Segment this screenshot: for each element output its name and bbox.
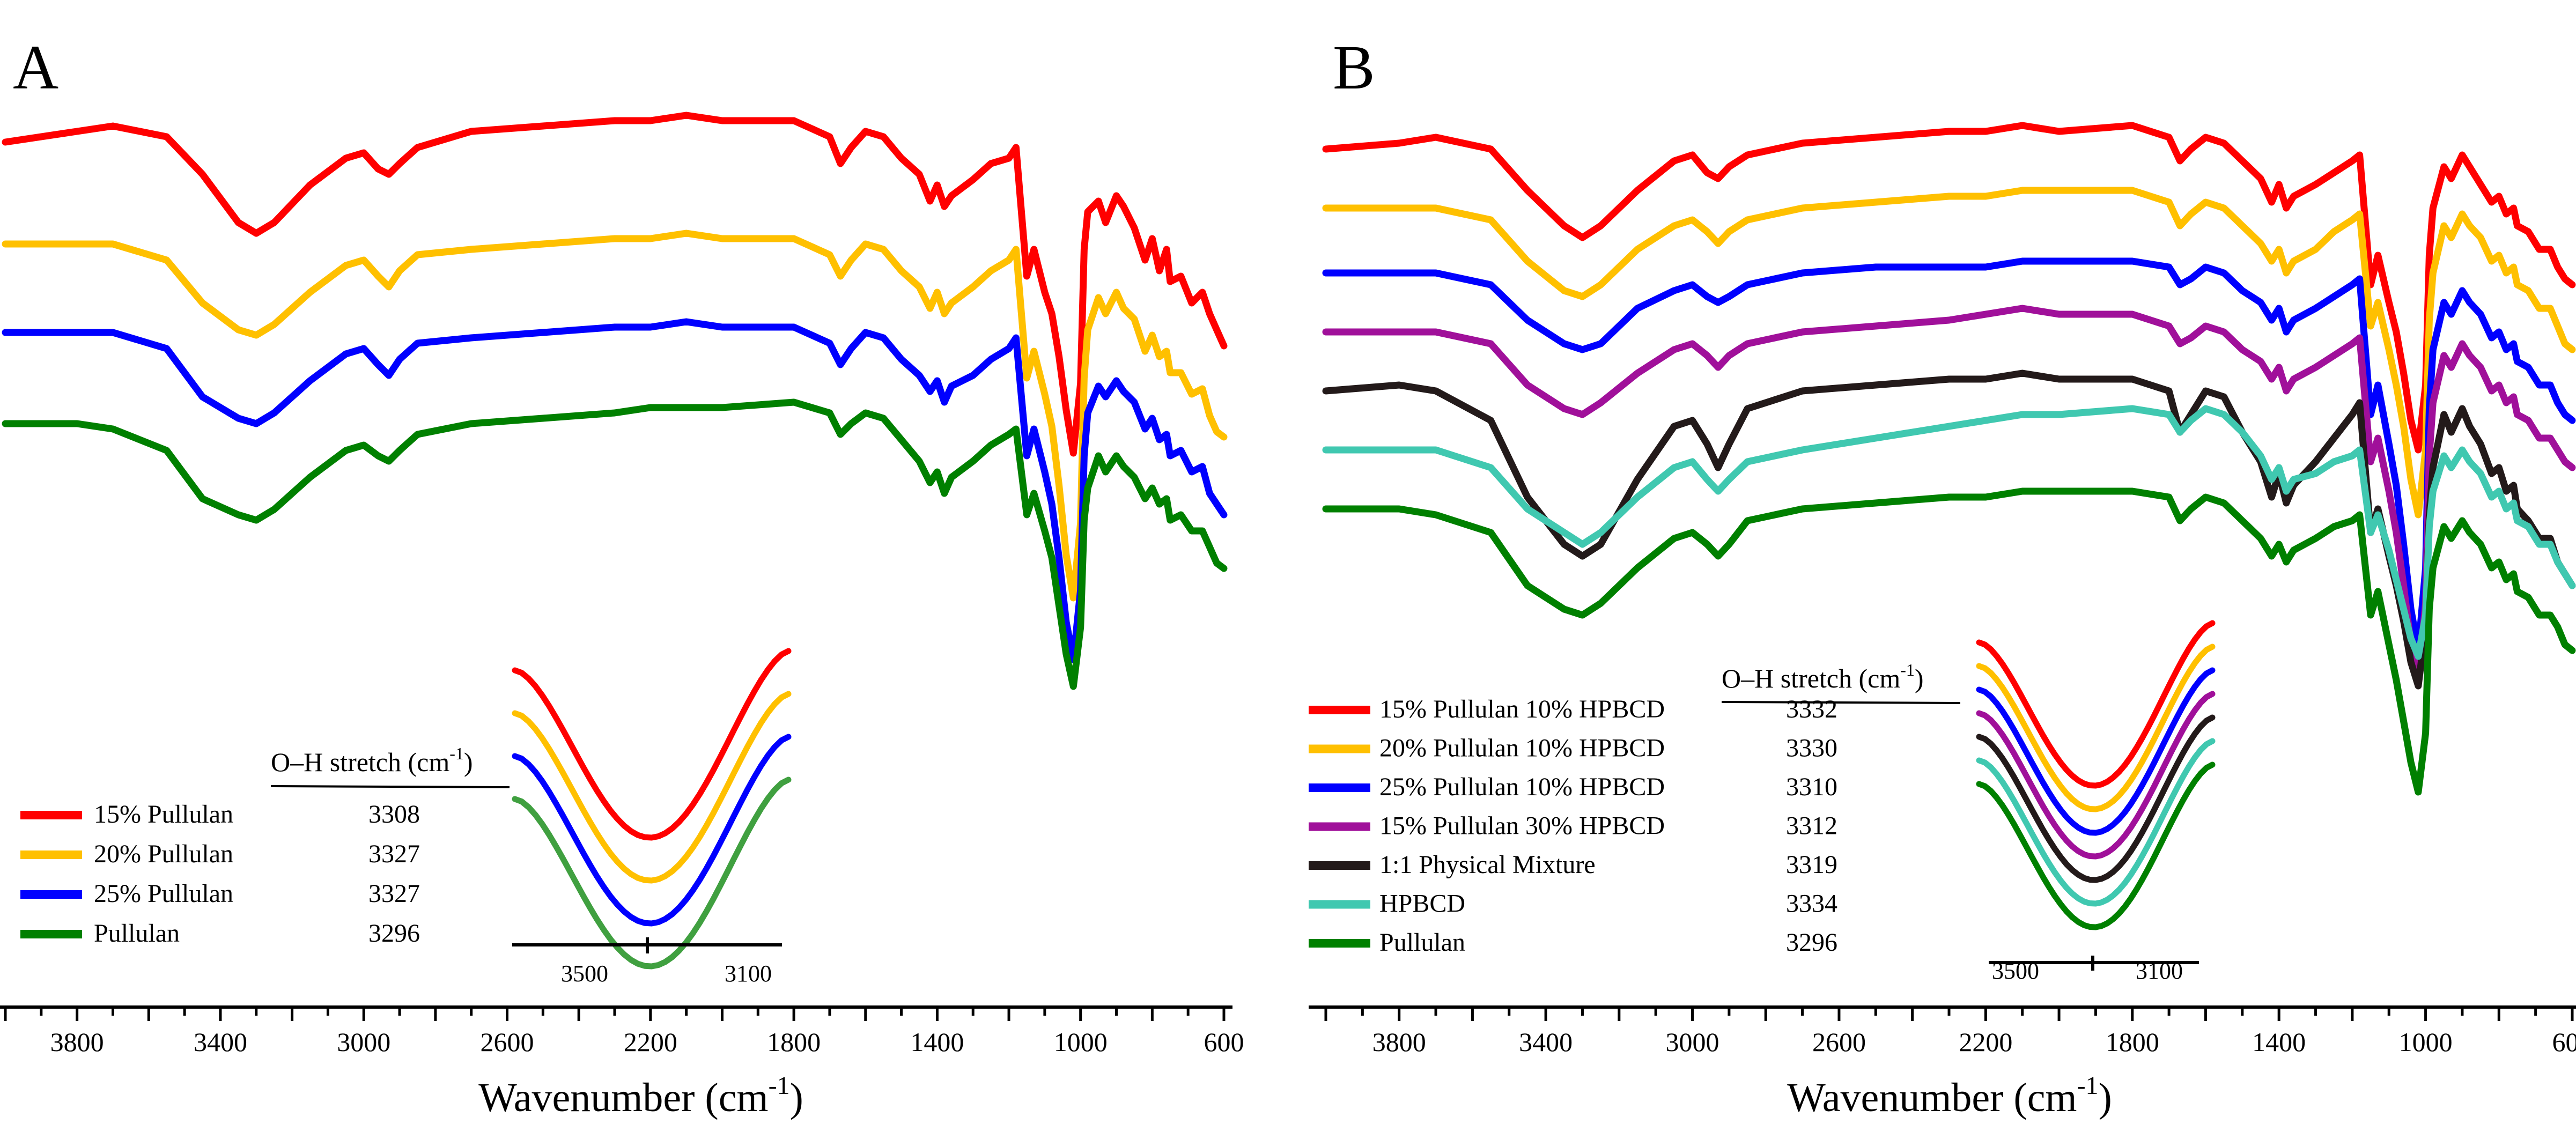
legend-b-header: O–H stretch (cm-1) xyxy=(1722,660,1924,693)
inset-series-line-3 xyxy=(512,734,792,927)
legend-oh-value: 3327 xyxy=(368,879,420,908)
legend-oh-value: 3332 xyxy=(1786,695,1837,723)
legend-a: O–H stretch (cm-1) 15% Pullulan 3308 20% P… xyxy=(20,744,510,948)
x-tick-label: 600 xyxy=(2552,1027,2576,1057)
series-line-4 xyxy=(1322,305,2576,684)
legend-label: 15% Pullulan xyxy=(94,800,233,829)
legend-oh-value: 3312 xyxy=(1786,812,1837,840)
inset-series-line-2 xyxy=(1976,644,2216,812)
legend-label: 25% Pullulan xyxy=(94,879,233,908)
legend-label: 15% Pullulan 10% HPBCD xyxy=(1379,695,1665,723)
spectra-a xyxy=(2,112,1228,690)
inset-tick-label: 3100 xyxy=(725,960,772,987)
x-tick-label: 3800 xyxy=(1372,1027,1426,1057)
legend-b: O–H stretch (cm-1) 15% Pullulan 10% HPBC… xyxy=(1309,660,1961,957)
legend-oh-value: 3327 xyxy=(368,840,420,868)
inset-series-line-4 xyxy=(512,776,792,970)
x-tick-label: 1800 xyxy=(2106,1027,2159,1057)
inset-series-line-2 xyxy=(512,691,792,884)
legend-label: HPBCD xyxy=(1379,890,1465,918)
x-tick-label: 2200 xyxy=(1959,1027,2012,1057)
x-tick-label: 1800 xyxy=(767,1027,821,1057)
legend-label: Pullulan xyxy=(1379,928,1465,957)
inset-series-line-5 xyxy=(1976,714,2216,883)
inset-tick-label: 3500 xyxy=(1992,958,2039,984)
legend-oh-value: 3308 xyxy=(368,800,420,829)
x-tick-label: 2200 xyxy=(624,1027,677,1057)
legend-oh-value: 3330 xyxy=(1786,734,1837,763)
x-tick-label: 1000 xyxy=(2399,1027,2453,1057)
x-axis-a: 3800 3400 3000 2600 2200 1800 1400 1000 600 xyxy=(0,1005,1244,1057)
series-line-6 xyxy=(1322,405,2576,660)
panel-a: A O–H stretch (cm-1) 15% Pullulan 3308 20%… xyxy=(0,32,1244,1057)
legend-label: 15% Pullulan 30% HPBCD xyxy=(1379,812,1665,840)
legend-label: 1:1 Physical Mixture xyxy=(1379,850,1596,879)
x-tick-label: 2600 xyxy=(1812,1027,1866,1057)
x-tick-label: 3400 xyxy=(194,1027,247,1057)
x-tick-label: 2600 xyxy=(481,1027,534,1057)
x-tick-label: 600 xyxy=(1204,1027,1244,1057)
x-axis-title-b: Wavenumber (cm-1) xyxy=(1787,1071,2112,1120)
inset-series-line-1 xyxy=(1976,620,2216,789)
series-line-2 xyxy=(1322,187,2576,519)
series-line-2 xyxy=(2,230,1228,602)
series-line-1 xyxy=(1322,122,2576,454)
inset-series-line-3 xyxy=(1976,667,2216,836)
legend-a-header-rule xyxy=(270,785,510,788)
series-line-1 xyxy=(2,112,1228,457)
series-line-5 xyxy=(1322,369,2576,690)
inset-b: 3500 3100 xyxy=(1976,620,2216,984)
inset-a: 3500 3100 xyxy=(512,648,792,987)
legend-oh-value: 3319 xyxy=(1786,850,1837,879)
spectra-b xyxy=(1322,122,2576,796)
x-axis-b: 3800 3400 3000 2600 2200 1800 1400 1000 600 xyxy=(1309,1005,2576,1057)
panel-label-b: B xyxy=(1333,32,1375,102)
x-tick-label: 3000 xyxy=(337,1027,390,1057)
legend-label: 20% Pullulan 10% HPBCD xyxy=(1379,734,1665,763)
legend-oh-value: 3310 xyxy=(1786,773,1837,801)
legend-label: Pullulan xyxy=(94,919,180,948)
x-tick-label: 3000 xyxy=(1666,1027,1719,1057)
x-tick-label: 1400 xyxy=(2252,1027,2306,1057)
series-line-4 xyxy=(2,398,1228,690)
panel-b: B O–H stretch (cm-1) 15% Pullulan 10% HP… xyxy=(1309,32,2576,1057)
legend-oh-value: 3296 xyxy=(1786,928,1837,957)
x-tick-label: 1400 xyxy=(910,1027,964,1057)
series-line-3 xyxy=(2,318,1228,663)
legend-oh-value: 3334 xyxy=(1786,890,1837,918)
legend-b-header-rule xyxy=(1721,701,1961,704)
series-line-3 xyxy=(1322,257,2576,654)
inset-series-line-4 xyxy=(1976,691,2216,860)
inset-series-line-1 xyxy=(512,648,792,841)
legend-label: 20% Pullulan xyxy=(94,840,233,868)
series-line-7 xyxy=(1322,487,2576,796)
inset-tick-label: 3100 xyxy=(2136,958,2183,984)
inset-series-line-6 xyxy=(1976,738,2216,907)
x-axis-title-a: Wavenumber (cm-1) xyxy=(478,1071,803,1120)
legend-label: 25% Pullulan 10% HPBCD xyxy=(1379,773,1665,801)
legend-oh-value: 3296 xyxy=(368,919,420,948)
x-tick-label: 1000 xyxy=(1054,1027,1108,1057)
inset-series-line-7 xyxy=(1976,761,2216,930)
inset-tick-label: 3500 xyxy=(561,960,608,987)
x-tick-label: 3800 xyxy=(50,1027,104,1057)
panel-label-a: A xyxy=(13,32,58,102)
legend-a-header: O–H stretch (cm-1) xyxy=(271,744,473,777)
x-tick-label: 3400 xyxy=(1519,1027,1573,1057)
